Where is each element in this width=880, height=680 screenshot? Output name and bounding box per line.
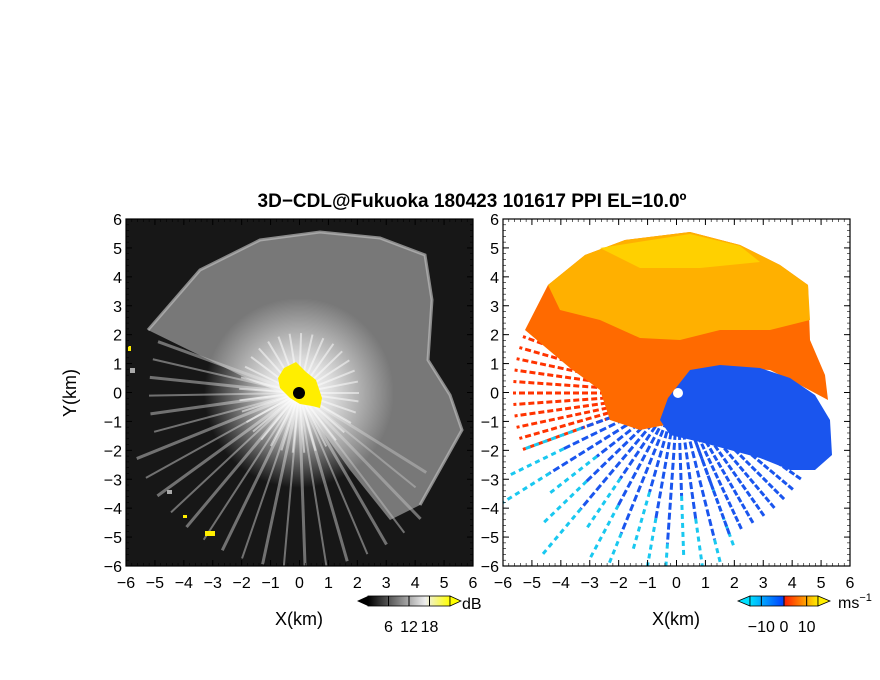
high-reflectivity-region	[278, 362, 322, 408]
y-tick-label: 4	[490, 270, 499, 287]
y-tick-label: 6	[113, 212, 122, 229]
x-tick-label: −3	[581, 575, 599, 592]
y-tick-label: −4	[104, 501, 122, 518]
y-tick-label: −5	[104, 530, 122, 547]
x-tick-label: 2	[353, 575, 362, 592]
y-tick-label: 1	[113, 357, 122, 374]
x-tick-label: −4	[552, 575, 570, 592]
y-tick-label: −3	[104, 472, 122, 489]
velocity-colorbar: ms−1 −10 0 10	[736, 592, 872, 636]
velocity-colorbar-unit: ms−1	[838, 592, 872, 612]
colorbar-tick-label: 0	[780, 619, 789, 636]
x-tick-label: −3	[204, 575, 222, 592]
y-tick-label: 3	[490, 299, 499, 316]
x-tick-label: −6	[117, 575, 135, 592]
toward-velocity-region	[660, 365, 832, 470]
x-tick-label: −2	[233, 575, 251, 592]
reflectivity-axes: −6 −5 −4 −3 −2 −1 0 1 2 3 4 5 6 6 5 4 3 2 1 0 −1 −2 −3 −4 −5 −6	[104, 212, 478, 592]
x-tick-label: −1	[638, 575, 656, 592]
x-tick-label: −6	[494, 575, 512, 592]
x-tick-label: 2	[730, 575, 739, 592]
colorbar-tick-label: 18	[421, 619, 439, 636]
x-tick-label: 6	[469, 575, 478, 592]
y-tick-label: 1	[490, 357, 499, 374]
figure-title: 3D−CDL@Fukuoka 180423 101617 PPI EL=10.0…	[258, 191, 687, 212]
x-tick-label: 4	[411, 575, 420, 592]
x-tick-label: −5	[523, 575, 541, 592]
reflectivity-colorbar: dB 6 12 18	[357, 595, 482, 636]
y-tick-label: 2	[490, 328, 499, 345]
x-tick-label: 0	[295, 575, 304, 592]
x-tick-label: 5	[440, 575, 449, 592]
y-tick-label: −5	[481, 530, 499, 547]
y-tick-label: −3	[481, 472, 499, 489]
x-tick-label: −1	[261, 575, 279, 592]
x-tick-label: 3	[382, 575, 391, 592]
velocity-radar-site-marker	[673, 388, 683, 398]
x-tick-label: 6	[846, 575, 855, 592]
colorbar-tick-label: −10	[748, 619, 775, 636]
x-tick-label: 5	[817, 575, 826, 592]
colorbar-tick-label: 10	[798, 619, 816, 636]
y-tick-label: −4	[481, 501, 499, 518]
x-tick-label: 0	[672, 575, 681, 592]
y-tick-label: −2	[104, 443, 122, 460]
y-tick-label: −1	[104, 414, 122, 431]
y-tick-label: 5	[490, 241, 499, 258]
y-tick-label: 2	[113, 328, 122, 345]
reflectivity-xlabel: X(km)	[275, 609, 323, 629]
y-tick-label: 5	[113, 241, 122, 258]
x-tick-label: −5	[146, 575, 164, 592]
x-tick-label: −4	[175, 575, 193, 592]
x-tick-label: 1	[324, 575, 333, 592]
radar-site-marker	[293, 387, 305, 399]
reflectivity-ylabel: Y(km)	[60, 369, 80, 417]
colorbar-tick-label: 6	[384, 619, 393, 636]
colorbar-tick-label: 12	[400, 619, 418, 636]
x-tick-label: −2	[610, 575, 628, 592]
y-tick-label: −2	[481, 443, 499, 460]
y-tick-label: 4	[113, 270, 122, 287]
y-tick-label: 0	[490, 386, 499, 403]
y-tick-label: 3	[113, 299, 122, 316]
y-tick-label: 6	[490, 212, 499, 229]
y-tick-label: −6	[104, 559, 122, 576]
x-tick-label: 3	[759, 575, 768, 592]
y-tick-label: 0	[113, 386, 122, 403]
x-tick-label: 4	[788, 575, 797, 592]
velocity-axes: −6 −5 −4 −3 −2 −1 0 1 2 3 4 5 6 6 5 4 3 2 1 0 −1 −2 −3 −4 −5 −6	[481, 212, 855, 592]
y-tick-label: −6	[481, 559, 499, 576]
velocity-xlabel: X(km)	[652, 609, 700, 629]
y-tick-label: −1	[481, 414, 499, 431]
x-tick-label: 1	[701, 575, 710, 592]
reflectivity-colorbar-unit: dB	[462, 596, 482, 613]
